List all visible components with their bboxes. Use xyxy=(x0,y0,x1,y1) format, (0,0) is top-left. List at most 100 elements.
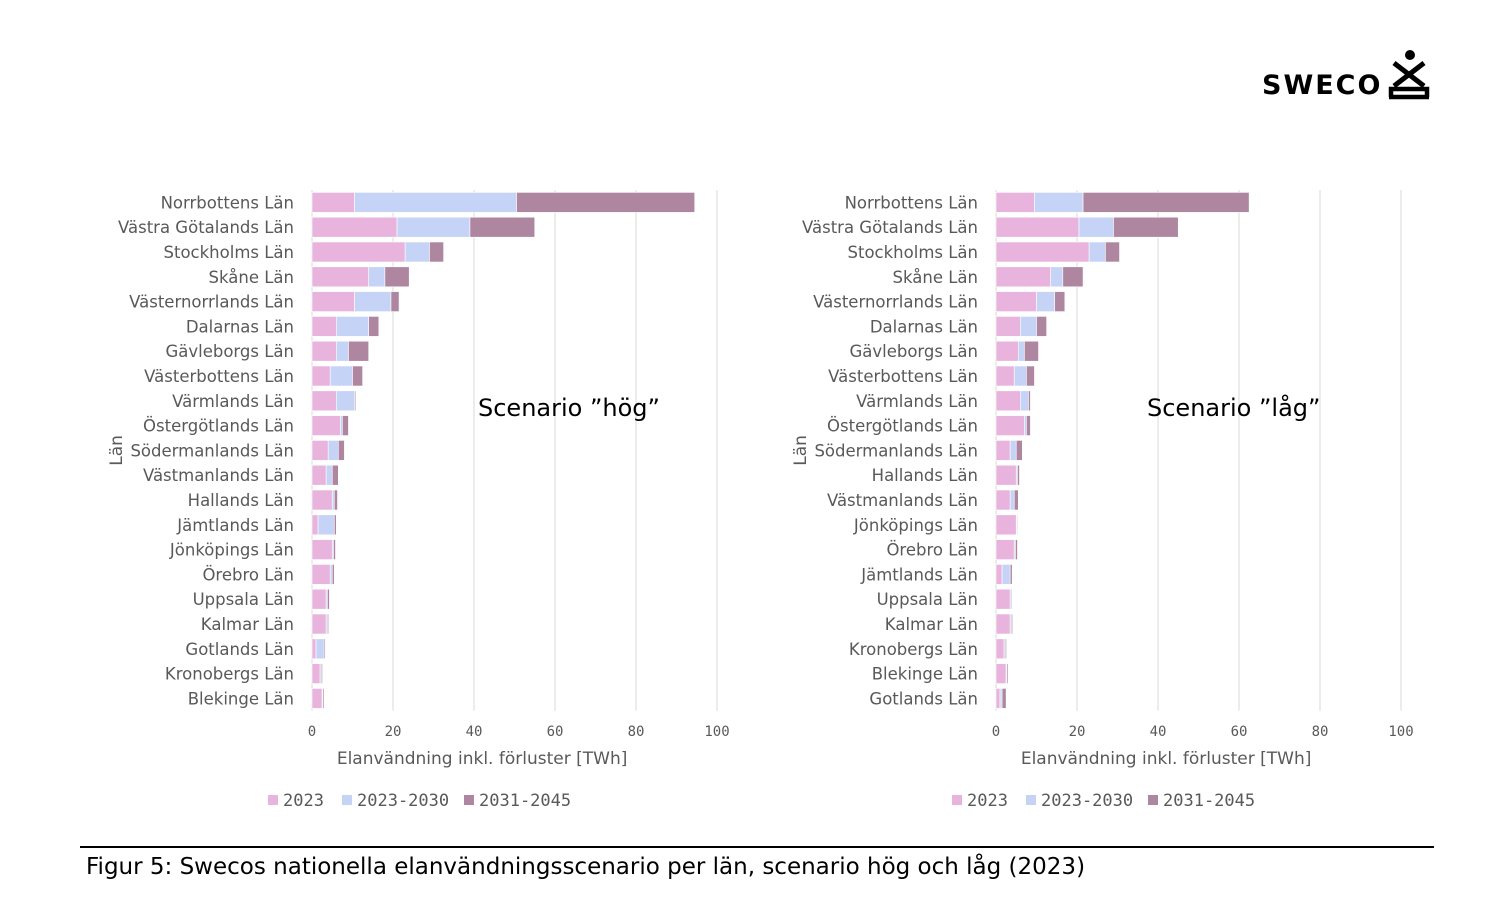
category-label: Norrbottens Län xyxy=(845,193,978,212)
bar-segment-2031-2045 xyxy=(331,564,335,585)
bar-segment-2023 xyxy=(311,613,327,635)
bar-segment-2023 xyxy=(311,564,331,585)
bar-segment-2031-2045 xyxy=(338,440,345,461)
bar-segment-2023 xyxy=(995,688,1001,709)
bar-segment-2031-2045 xyxy=(516,192,696,213)
bar-segment-2023-2030 xyxy=(327,440,339,461)
bar-segment-2031-2045 xyxy=(1009,564,1013,585)
bar-segment-2023-2030 xyxy=(1078,216,1114,238)
category-label: Blekinge Län xyxy=(872,665,978,684)
bar-segment-2031-2045 xyxy=(1026,415,1031,436)
x-tick-label: 0 xyxy=(992,724,1000,740)
bar-segment-2023-2030 xyxy=(354,291,392,312)
category-label: Värmlands Län xyxy=(856,392,978,411)
category-label: Dalarnas Län xyxy=(870,317,978,336)
bar-segment-2023 xyxy=(311,663,321,684)
bar-segment-2031-2045 xyxy=(321,663,323,684)
bar-segment-2031-2045 xyxy=(1016,514,1019,536)
x-tick-label: 40 xyxy=(1150,724,1167,740)
legend-swatch xyxy=(268,795,278,805)
bar-segment-2023-2030 xyxy=(1009,440,1017,461)
bar-segment-2023 xyxy=(311,365,331,387)
category-label: Västmanlands Län xyxy=(827,491,978,510)
sweco-symbol-icon xyxy=(1388,50,1430,100)
category-label: Jönköpings Län xyxy=(169,541,294,560)
bar-segment-2031-2045 xyxy=(1082,192,1250,213)
category-label: Kronobergs Län xyxy=(165,665,294,684)
x-tick-label: 80 xyxy=(1312,724,1329,740)
bar-segment-2023 xyxy=(995,638,1005,660)
legend-label: 2023-2030 xyxy=(1041,791,1133,811)
bar-segment-2023 xyxy=(311,216,398,238)
bar-segment-2023 xyxy=(311,415,341,436)
bar-segment-2023-2030 xyxy=(1036,291,1056,312)
bar-segment-2023 xyxy=(311,489,333,511)
category-label: Uppsala Län xyxy=(877,590,978,609)
category-label: Gotlands Län xyxy=(185,640,294,659)
bar-segment-2023 xyxy=(311,464,327,486)
x-axis-title: Elanvändning inkl. förluster [TWh] xyxy=(337,749,628,769)
bar-segment-2023-2030 xyxy=(1013,365,1027,387)
scenario-hog-label: Scenario ”hög” xyxy=(478,394,660,422)
bar-segment-2023-2030 xyxy=(1050,266,1064,288)
bar-segment-2031-2045 xyxy=(348,340,369,362)
bar-segment-2031-2045 xyxy=(354,390,357,412)
category-label: Uppsala Län xyxy=(193,590,294,609)
category-label: Västerbottens Län xyxy=(144,367,294,386)
bar-segment-2023 xyxy=(995,390,1021,412)
bar-segment-2031-2045 xyxy=(429,241,444,263)
bar-segment-2023-2030 xyxy=(336,340,349,362)
bar-segment-2031-2045 xyxy=(1006,663,1009,684)
bar-segment-2031-2045 xyxy=(1015,539,1018,560)
legend-label: 2023-2030 xyxy=(357,791,449,811)
legend-label: 2031-2045 xyxy=(479,791,571,811)
bar-segment-2031-2045 xyxy=(384,266,410,288)
category-label: Västra Götalands Län xyxy=(118,218,294,237)
x-tick-label: 100 xyxy=(1388,724,1413,740)
category-label: Kalmar Län xyxy=(201,615,294,634)
bar-segment-2031-2045 xyxy=(1001,688,1007,709)
bar-segment-2023-2030 xyxy=(404,241,430,263)
bar-segment-2031-2045 xyxy=(1024,340,1039,362)
bar-segment-2031-2045 xyxy=(368,316,380,337)
category-label: Jämtlands Län xyxy=(176,516,294,535)
bar-segment-2023 xyxy=(995,241,1090,263)
bar-segment-2023 xyxy=(995,316,1021,337)
bar-segment-2031-2045 xyxy=(323,638,326,660)
bar-segment-2023 xyxy=(995,266,1051,288)
bar-segment-2031-2045 xyxy=(1011,588,1013,610)
x-axis-title: Elanvändning inkl. förluster [TWh] xyxy=(1021,749,1312,769)
bar-segment-2023 xyxy=(311,514,319,536)
bar-segment-2023-2030 xyxy=(1009,489,1015,511)
chart-hog: 0 20 40 60 80 100 Norrbottens Län Västra Götala… xyxy=(107,190,730,811)
bar-segment-2023 xyxy=(311,440,329,461)
bar-segment-2023 xyxy=(995,663,1007,684)
legend-swatch xyxy=(1148,795,1158,805)
bar-segment-2023 xyxy=(311,588,327,610)
bar-segment-2023 xyxy=(995,440,1011,461)
bar-segment-2031-2045 xyxy=(333,539,336,560)
category-label: Norrbottens Län xyxy=(161,193,294,212)
category-label: Västmanlands Län xyxy=(143,466,294,485)
bar-segment-2031-2045 xyxy=(327,588,330,610)
legend-label: 2023 xyxy=(967,791,1008,811)
bar-segment-2023 xyxy=(311,241,406,263)
bar-segment-2023-2030 xyxy=(1017,340,1025,362)
legend-label: 2023 xyxy=(283,791,324,811)
bar-segment-2031-2045 xyxy=(1028,390,1031,412)
bar-segment-2023-2030 xyxy=(1020,390,1029,412)
bar-segment-2023-2030 xyxy=(336,390,355,412)
bar-segment-2031-2045 xyxy=(327,613,329,635)
bar-segment-2031-2045 xyxy=(1105,241,1120,263)
figure-caption: Figur 5: Swecos nationella elanvändnings… xyxy=(86,854,1086,880)
bar-segment-2023-2030 xyxy=(1001,564,1011,585)
category-label: Jönköpings Län xyxy=(853,516,978,535)
scenario-lag-label: Scenario ”låg” xyxy=(1147,394,1321,422)
x-tick-label: 20 xyxy=(1069,724,1086,740)
category-label: Kalmar Län xyxy=(885,615,978,634)
legend-swatch xyxy=(1026,795,1036,805)
bar-segment-2023 xyxy=(995,613,1011,635)
bar-segment-2023-2030 xyxy=(340,415,343,436)
bar-segment-2031-2045 xyxy=(1011,613,1013,635)
category-label: Södermanlands Län xyxy=(814,441,978,460)
